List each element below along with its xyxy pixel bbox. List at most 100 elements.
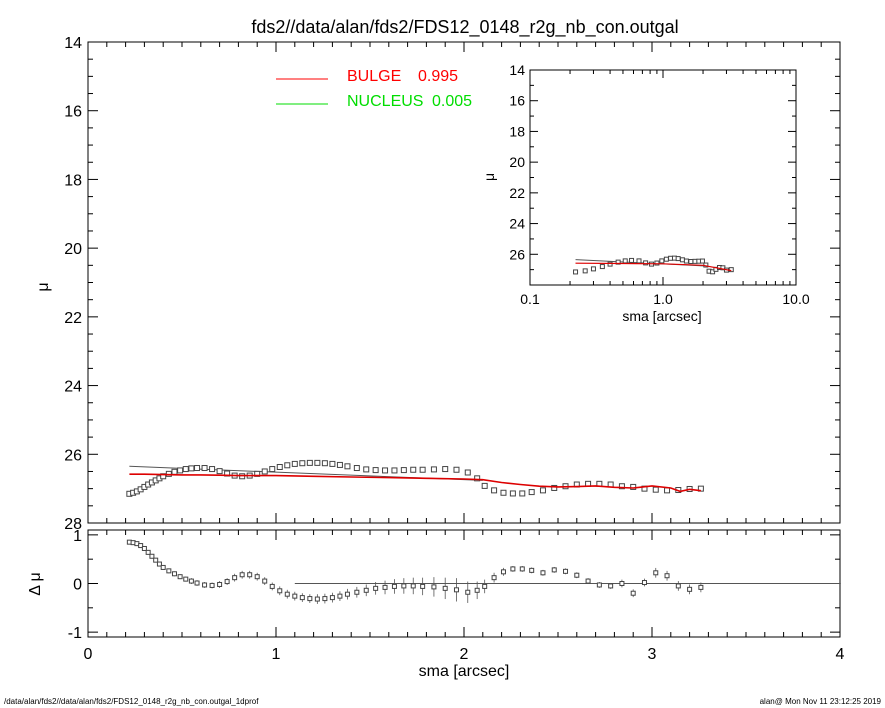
footer-user-timestamp: alan@ Mon Nov 11 23:12:25 2019 bbox=[759, 697, 881, 706]
residual-point bbox=[664, 573, 670, 579]
residual-x-axis-label: sma [arcsec] bbox=[419, 663, 510, 680]
data-point bbox=[201, 465, 208, 472]
residual-point bbox=[337, 593, 343, 599]
data-point bbox=[188, 465, 195, 472]
inset-frame-background bbox=[530, 70, 796, 285]
inset-data-point bbox=[683, 258, 689, 264]
residual-point bbox=[363, 587, 369, 593]
data-point bbox=[528, 489, 535, 496]
data-point bbox=[442, 466, 449, 473]
residual-point bbox=[156, 561, 162, 567]
residual-point bbox=[344, 591, 350, 597]
residual-point bbox=[284, 591, 290, 597]
residual-y-tick-label: 0 bbox=[73, 577, 82, 594]
inset-data-point bbox=[675, 256, 681, 262]
residual-point bbox=[619, 581, 625, 586]
residual-point bbox=[138, 543, 144, 549]
data-point bbox=[618, 483, 625, 490]
data-point bbox=[194, 465, 201, 472]
inset-data-point bbox=[654, 260, 660, 266]
data-point bbox=[177, 467, 184, 474]
footer-file-path: /data/alan/fds2//data/alan/fds2/FDS12_01… bbox=[4, 697, 259, 706]
residual-point bbox=[491, 575, 497, 581]
residual-point bbox=[329, 595, 335, 601]
residual-point bbox=[141, 545, 147, 551]
residual-point bbox=[145, 549, 151, 555]
data-point bbox=[363, 466, 370, 473]
data-point bbox=[321, 460, 328, 467]
data-point bbox=[410, 466, 417, 473]
main-panel: 14 16 18 20 22 24 26 28 μ BULGE 0.995 NUCLEUS 0… bbox=[35, 35, 841, 533]
residual-point bbox=[420, 583, 426, 589]
data-point bbox=[481, 482, 488, 489]
residual-point bbox=[202, 582, 208, 588]
residual-point bbox=[410, 583, 416, 589]
main-y-tick-label: 26 bbox=[64, 447, 82, 464]
residual-point bbox=[500, 569, 506, 575]
residual-point bbox=[563, 568, 569, 574]
legend-bulge-value: 0.995 bbox=[418, 68, 458, 85]
inset-y-tick-label: 16 bbox=[509, 93, 525, 109]
residual-point bbox=[354, 589, 360, 595]
inset-data-point bbox=[573, 269, 579, 275]
residual-point bbox=[608, 583, 614, 589]
residual-point bbox=[209, 582, 215, 588]
inset-data-point bbox=[629, 257, 635, 263]
inset-y-tick-label: 20 bbox=[509, 154, 525, 170]
data-point bbox=[664, 487, 671, 494]
residual-point bbox=[166, 568, 172, 574]
data-point bbox=[391, 467, 398, 474]
residual-y-tick-labels: 1 0 -1 bbox=[68, 528, 82, 642]
residual-point bbox=[630, 590, 636, 596]
data-point bbox=[400, 467, 407, 474]
data-point bbox=[491, 487, 498, 494]
residual-point bbox=[687, 586, 693, 592]
residual-point bbox=[171, 571, 177, 577]
residual-point bbox=[474, 587, 480, 593]
main-y-tick-label: 24 bbox=[64, 379, 82, 396]
residual-point bbox=[391, 583, 397, 589]
data-point bbox=[344, 463, 351, 470]
data-point bbox=[216, 468, 223, 475]
main-y-axis-label: μ bbox=[35, 282, 52, 291]
residual-plot-area bbox=[126, 539, 841, 604]
inset-x-tick-label: 1.0 bbox=[653, 291, 673, 307]
total-model-line bbox=[129, 473, 701, 493]
residual-point bbox=[307, 596, 313, 602]
residual-y-axis-label: Δ μ bbox=[27, 572, 44, 595]
data-point bbox=[336, 461, 343, 468]
main-y-tick-labels: 14 16 18 20 22 24 26 28 bbox=[64, 35, 82, 533]
residual-point bbox=[177, 574, 183, 580]
data-point bbox=[160, 473, 167, 480]
inset-data-point bbox=[728, 267, 734, 273]
data-point bbox=[464, 469, 471, 476]
inset-total-model-line bbox=[575, 262, 732, 272]
residual-point bbox=[675, 583, 681, 589]
residual-point bbox=[551, 567, 557, 573]
residual-point bbox=[653, 570, 659, 576]
residual-x-tick-label: 3 bbox=[648, 646, 657, 663]
inset-data-point bbox=[679, 257, 685, 263]
residual-point bbox=[254, 574, 260, 580]
residual-point bbox=[239, 572, 245, 578]
inset-data-point bbox=[659, 258, 665, 264]
residual-x-tick-label: 1 bbox=[272, 646, 281, 663]
inset-y-tick-label: 14 bbox=[509, 62, 525, 78]
data-point bbox=[329, 460, 336, 467]
inset-y-tick-label: 22 bbox=[509, 185, 525, 201]
residual-point bbox=[442, 585, 448, 591]
legend-bulge-name: BULGE bbox=[347, 68, 401, 85]
residual-point bbox=[183, 576, 189, 582]
inset-data-point bbox=[582, 268, 588, 274]
residual-point bbox=[382, 584, 388, 590]
residual-point bbox=[269, 583, 275, 589]
data-point bbox=[551, 484, 558, 491]
inset-x-axis-label: sma [arcsec] bbox=[622, 308, 701, 324]
residual-point bbox=[529, 567, 535, 573]
main-y-tick-label: 14 bbox=[64, 35, 82, 52]
data-point bbox=[652, 486, 659, 493]
residual-point bbox=[510, 566, 516, 572]
main-y-tick-label: 28 bbox=[64, 516, 82, 533]
residual-point bbox=[482, 583, 488, 589]
